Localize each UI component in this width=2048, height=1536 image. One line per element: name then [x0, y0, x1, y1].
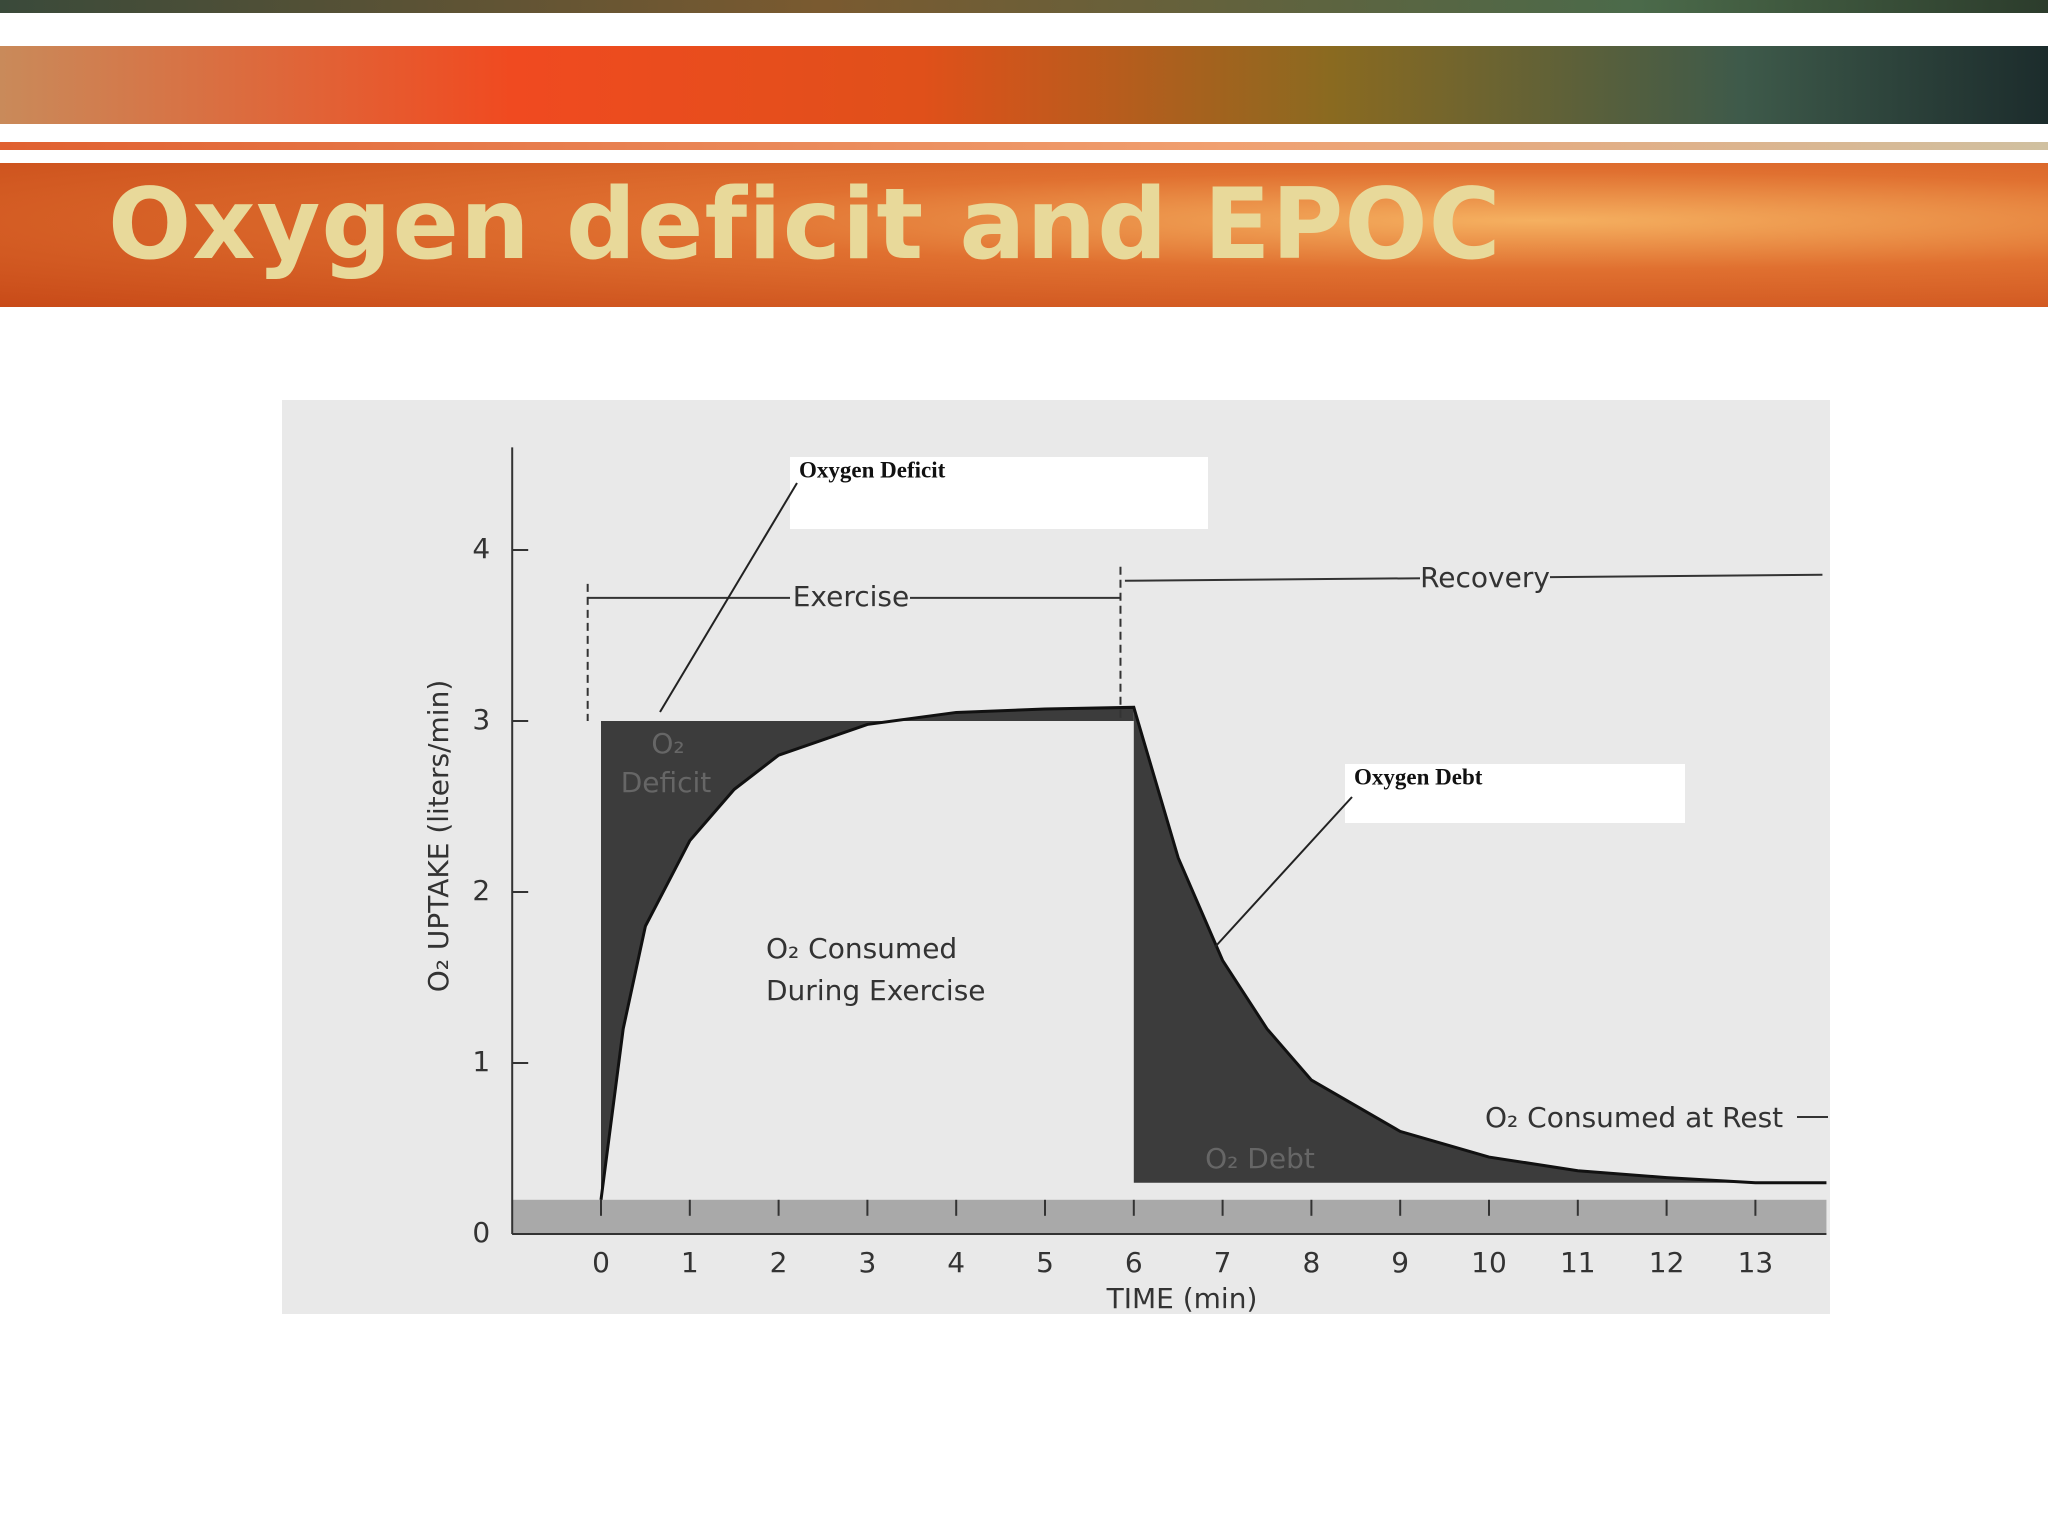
x-tick-label: 2 — [770, 1246, 788, 1279]
x-tick-label: 9 — [1391, 1246, 1409, 1279]
x-tick-label: 7 — [1214, 1246, 1232, 1279]
exercise-label: Exercise — [793, 580, 910, 613]
chart-panel — [282, 400, 1830, 1314]
x-tick-label: 3 — [858, 1246, 876, 1279]
callout-box — [1345, 764, 1685, 823]
y-tick-label: 2 — [472, 874, 490, 907]
y-tick-label: 1 — [472, 1045, 490, 1078]
debt-area — [1133, 707, 1827, 1183]
x-tick-label: 5 — [1036, 1246, 1054, 1279]
header-stripe — [0, 0, 2048, 13]
rest-label: O₂ Consumed at Rest — [1485, 1101, 1783, 1134]
x-tick-label: 4 — [947, 1246, 965, 1279]
x-tick-label: 1 — [681, 1246, 699, 1279]
leader-line — [659, 482, 798, 713]
deficit-area-label: O₂ — [651, 727, 684, 760]
x-tick-label: 12 — [1649, 1246, 1685, 1279]
title-band — [0, 163, 2048, 307]
x-tick-label: 11 — [1560, 1246, 1596, 1279]
x-tick-label: 6 — [1125, 1246, 1143, 1279]
x-tick-label: 8 — [1302, 1246, 1320, 1279]
debt-area-label: O₂ Debt — [1205, 1142, 1315, 1175]
x-tick-label: 10 — [1471, 1246, 1507, 1279]
y-tick-label: 4 — [472, 532, 490, 565]
exercise-area-label: During Exercise — [766, 974, 986, 1007]
recovery-label: Recovery — [1420, 561, 1550, 594]
slide-title: Oxygen deficit and EPOC — [108, 168, 1502, 282]
deficit-callout: Oxygen Deficit — [799, 457, 946, 482]
deficit-area — [601, 707, 1134, 1200]
header-band — [0, 46, 2048, 124]
debt-callout: Oxygen Debt — [1354, 764, 1483, 789]
label-bg — [790, 579, 910, 616]
y-axis-label: O₂ UPTAKE (liters/min) — [422, 680, 455, 993]
baseline-band — [512, 1199, 1827, 1234]
y-tick-label: 0 — [472, 1216, 490, 1249]
leader-line — [1214, 796, 1353, 948]
y-tick-label: 3 — [472, 703, 490, 736]
x-tick-label: 13 — [1738, 1246, 1774, 1279]
header-stripe — [0, 142, 2048, 150]
callout-box — [790, 457, 1208, 529]
label-bg — [1420, 560, 1550, 597]
x-tick-label: 0 — [592, 1246, 610, 1279]
x-axis-label: TIME (min) — [1106, 1282, 1258, 1315]
deficit-area-label: Deficit — [621, 766, 712, 799]
exercise-area-label: O₂ Consumed — [766, 932, 957, 965]
uptake-line — [599, 705, 1827, 1200]
